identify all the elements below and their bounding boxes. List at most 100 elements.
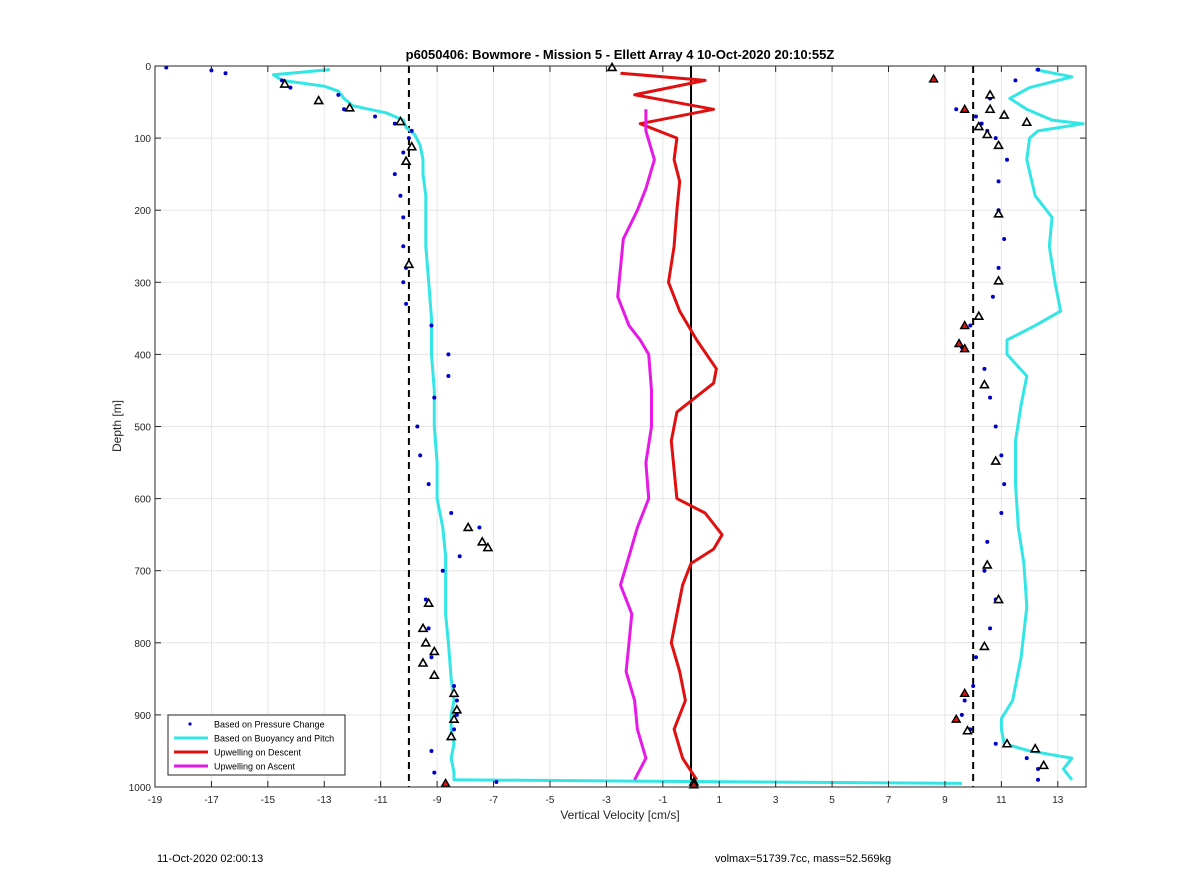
triangle-marker — [990, 455, 1002, 465]
triangle-marker — [420, 637, 432, 647]
red-triangle-marker — [953, 338, 965, 348]
pressure-change-point — [1005, 157, 1010, 162]
triangle-marker — [984, 89, 996, 99]
pressure-change-point — [954, 107, 959, 112]
pressure-change-point — [993, 424, 998, 429]
pressure-change-point — [415, 424, 420, 429]
triangle-marker — [993, 593, 1004, 604]
triangle-marker — [400, 155, 412, 165]
triangle-marker — [417, 622, 429, 633]
pressure-change-point — [342, 107, 347, 112]
y-tick-label: 0 — [145, 62, 151, 73]
pressure-change-point — [973, 114, 978, 119]
pressure-change-point — [446, 374, 451, 379]
pressure-change-point — [336, 92, 341, 97]
triangle-marker — [451, 704, 463, 714]
x-tick-label: -5 — [546, 795, 555, 806]
pressure-change-point — [446, 352, 451, 357]
footer-timestamp: 11-Oct-2020 02:00:13 — [157, 853, 264, 865]
x-tick-label: 1 — [716, 795, 722, 806]
series — [164, 65, 1085, 785]
pressure-change-point — [454, 712, 459, 717]
y-tick-label: 200 — [134, 206, 151, 217]
pressure-change-point — [279, 78, 284, 83]
x-tick-label: -15 — [261, 795, 276, 806]
pressure-change-point — [1036, 67, 1041, 72]
pressure-change-point — [477, 525, 482, 530]
x-tick-label: 11 — [996, 795, 1007, 806]
red-triangle-marker — [440, 777, 451, 788]
triangle-marker — [344, 102, 356, 112]
triangle-marker — [448, 687, 460, 698]
y-tick-label: 100 — [134, 134, 151, 145]
pressure-change-point — [404, 301, 409, 306]
red-triangle-marker — [959, 320, 970, 330]
y-tick-label: 900 — [134, 711, 151, 722]
red-triangle-marker — [688, 779, 700, 789]
pressure-change-point — [401, 150, 406, 155]
red-triangle-marker — [959, 687, 970, 697]
pressure-change-point — [1036, 777, 1041, 782]
pressure-change-point — [990, 294, 995, 299]
y-tick-label: 1000 — [129, 783, 152, 794]
pressure-change-point — [1024, 756, 1029, 761]
pressure-change-point — [982, 366, 987, 371]
pressure-change-point — [988, 395, 993, 400]
x-tick-label: 13 — [1052, 795, 1064, 806]
triangle-marker — [1001, 738, 1013, 748]
x-tick-label: -3 — [602, 795, 611, 806]
x-tick-label: -1 — [658, 795, 667, 806]
triangle-marker — [979, 379, 990, 389]
triangle-marker — [279, 78, 291, 88]
legend: Based on Pressure Change Based on Buoyanc… — [167, 714, 346, 776]
pressure-change-point — [985, 539, 990, 544]
reference-lines — [407, 66, 975, 787]
x-tick-label: -17 — [204, 795, 219, 806]
pressure-change-point — [999, 453, 1004, 458]
y-axis-label: Depth [m] — [110, 400, 124, 452]
triangle-marker — [1029, 743, 1041, 753]
triangle-marker — [981, 559, 993, 569]
red-triangle-marker — [951, 713, 962, 723]
triangle-marker — [476, 536, 488, 546]
pressure-change-point — [401, 280, 406, 285]
triangle-marker — [606, 61, 618, 72]
pressure-change-point — [982, 568, 987, 573]
triangle-marker — [395, 115, 406, 126]
y-tick-label: 700 — [134, 567, 151, 578]
pressure-change-point — [996, 265, 1001, 270]
legend-label: Based on Buoyancy and Pitch — [214, 734, 334, 744]
triangle-marker — [973, 120, 985, 131]
pressure-change-point — [1013, 78, 1018, 83]
pressure-change-point — [429, 323, 434, 328]
pressure-change-point — [1002, 482, 1007, 487]
pressure-change-point — [426, 626, 431, 631]
buoyancy-pitch-line — [272, 68, 962, 785]
y-tick-label: 800 — [134, 639, 151, 650]
pressure-change-point — [426, 482, 431, 487]
footer-volmax-mass: volmax=51739.7cc, mass=52.569kg — [715, 853, 892, 865]
triangle-marker — [981, 128, 993, 139]
pressure-change-point — [973, 655, 978, 660]
x-tick-label: 9 — [942, 795, 948, 806]
pressure-change-point — [971, 684, 976, 689]
pressure-change-point — [457, 554, 462, 559]
legend-label: Upwelling on Descent — [214, 748, 302, 758]
pressure-change-point — [398, 193, 403, 198]
x-axis-label: Vertical Velocity [cm/s] — [560, 808, 679, 822]
y-tick-label: 300 — [134, 278, 151, 289]
pressure-change-point — [429, 748, 434, 753]
triangle-marker — [428, 645, 440, 656]
pressure-change-point — [373, 114, 378, 119]
triangle-marker — [313, 94, 325, 105]
x-tick-label: 3 — [773, 795, 779, 806]
buoyancy-pitch-line — [999, 68, 1085, 781]
triangle-marker — [448, 713, 460, 724]
pressure-change-point — [494, 779, 499, 784]
triangle-marker — [1038, 759, 1050, 770]
pressure-change-point — [406, 136, 411, 141]
x-tick-label: -13 — [317, 795, 332, 806]
y-tick-label: 600 — [134, 495, 151, 506]
triangle-marker — [403, 258, 415, 269]
triangle-marker — [979, 640, 990, 651]
